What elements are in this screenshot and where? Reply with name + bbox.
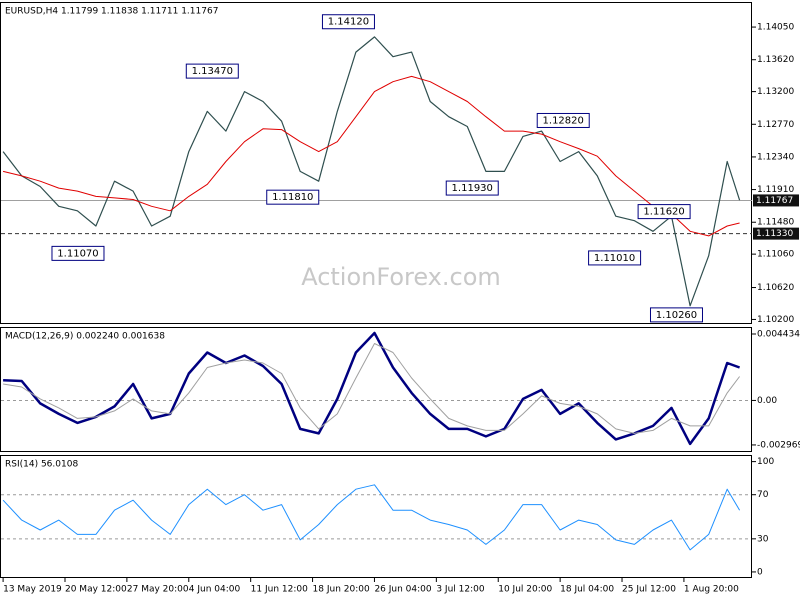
price-label: 1.11330: [756, 229, 793, 239]
x-tick-label: 18 Jun 20:00: [313, 585, 370, 595]
series-line: [3, 331, 741, 446]
price-label: 1.11767: [756, 196, 793, 206]
y-tick-label: 1.13620: [757, 55, 794, 65]
y-tick-label: 1.12770: [757, 120, 794, 130]
pane-frame: [0, 327, 752, 452]
series-line: [2, 75, 740, 237]
annotation-box: [588, 250, 642, 266]
x-tick-label: 26 Jun 04:00: [374, 585, 431, 595]
x-tick-label: 10 Jul 20:00: [498, 585, 552, 595]
annotation-box: [321, 14, 375, 30]
annotation-box: [649, 307, 703, 323]
annotation-box: [445, 180, 499, 196]
y-tick-label: 1.10620: [757, 283, 794, 293]
series-line: [3, 343, 740, 434]
annotation-label: 1.12820: [543, 115, 584, 126]
pane-title: EURUSD,H4 1.11799 1.11838 1.11711 1.1176…: [5, 7, 218, 17]
x-tick-label: 13 May 2019: [3, 585, 62, 595]
annotation-box: [266, 189, 320, 205]
annotation-box: [637, 204, 691, 220]
series-line: [2, 484, 741, 551]
x-tick-label: 20 May 12:00: [65, 585, 127, 595]
watermark: ActionForex.com: [301, 263, 501, 291]
pane-frame: [0, 455, 752, 578]
annotation-label: 1.11010: [594, 253, 635, 264]
y-tick-label: 0.00: [757, 396, 777, 406]
y-tick-label: -0.002969: [757, 440, 800, 450]
annotation-label: 1.11070: [57, 248, 98, 259]
x-tick-label: 25 Jul 12:00: [622, 585, 676, 595]
x-tick-label: 11 Jun 12:00: [251, 585, 308, 595]
y-tick-label: 100: [757, 457, 774, 467]
pane-frame: [0, 2, 752, 324]
annotation-label: 1.13470: [192, 66, 233, 77]
annotation-label: 1.11810: [272, 192, 313, 203]
y-tick-label: 0: [757, 567, 763, 577]
series-line: [2, 36, 741, 307]
price-label-box: [753, 194, 799, 207]
y-tick-label: 70: [757, 490, 769, 500]
annotation-label: 1.14120: [328, 17, 369, 28]
y-tick-label: 1.13200: [757, 87, 794, 97]
annotation-box: [51, 245, 105, 261]
x-tick-label: 1 Aug 20:00: [684, 585, 739, 595]
y-tick-label: 1.11480: [757, 218, 794, 228]
x-tick-label: 18 Jul 04:00: [560, 585, 614, 595]
y-tick-label: 30: [757, 534, 769, 544]
y-tick-label: 1.12340: [757, 152, 794, 162]
annotation-label: 1.11620: [643, 207, 684, 218]
annotation-box: [536, 112, 590, 128]
annotation-label: 1.11930: [452, 183, 493, 194]
pane-title: RSI(14) 56.0108: [5, 460, 78, 470]
y-tick-label: 1.11910: [757, 185, 794, 195]
y-tick-label: 1.11060: [757, 250, 794, 260]
y-tick-label: 1.10200: [757, 315, 794, 325]
y-tick-label: 0.004434: [757, 329, 800, 339]
pane-title: MACD(12,26,9) 0.002240 0.001638: [5, 332, 165, 342]
annotation-box: [185, 63, 239, 79]
annotation-label: 1.10260: [656, 310, 697, 321]
y-tick-label: 1.14050: [757, 23, 794, 33]
x-tick-label: 4 Jun 04:00: [189, 585, 241, 595]
x-tick-label: 27 May 20:00: [127, 585, 189, 595]
price-label-box: [753, 227, 799, 240]
x-tick-label: 3 Jul 12:00: [436, 585, 485, 595]
